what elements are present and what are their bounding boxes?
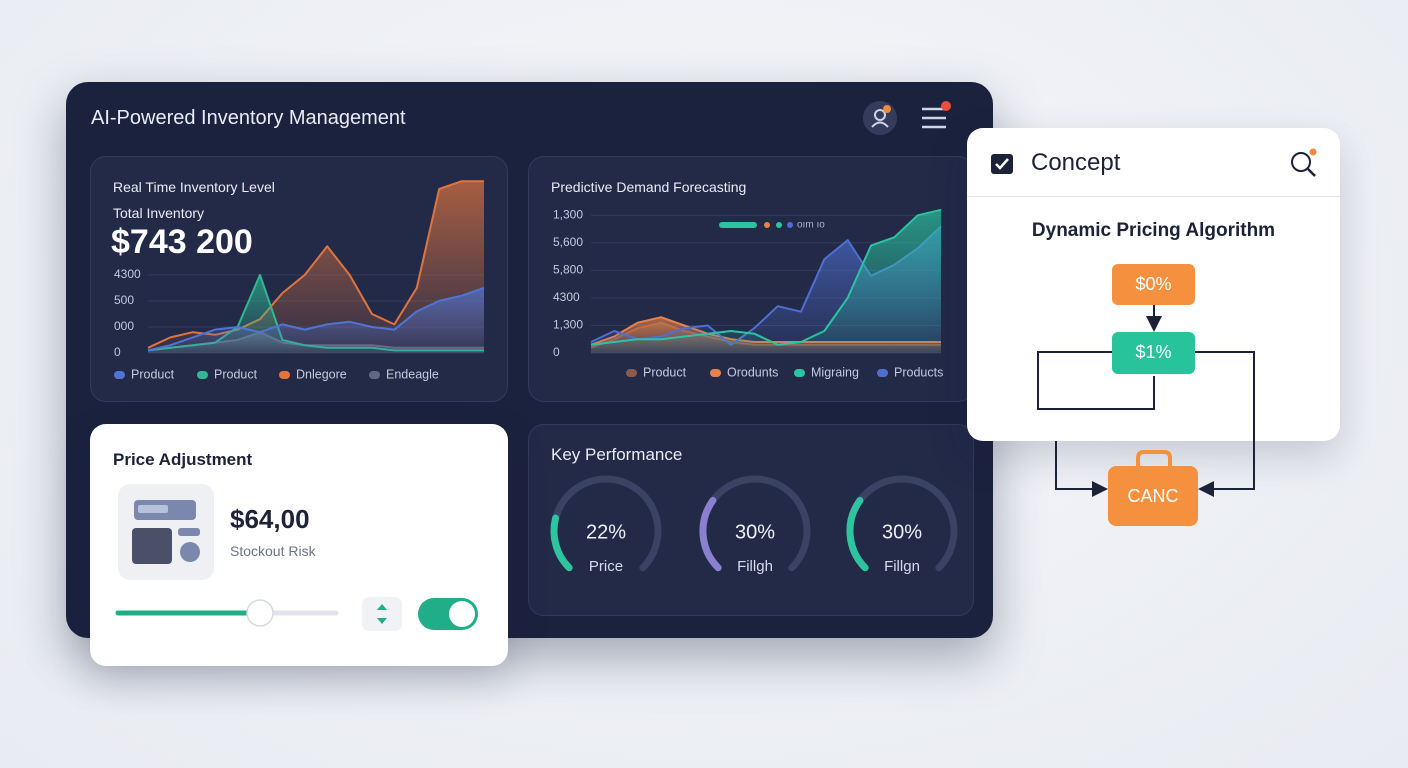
- flow-heading: Dynamic Pricing Algorithm: [1031, 220, 1276, 241]
- legend-swatch: [279, 371, 290, 379]
- annotation-dot: [787, 222, 793, 228]
- annotation-dot: [764, 222, 770, 228]
- y-tick-label: 4300: [114, 267, 141, 281]
- annotation-dot: [776, 222, 782, 228]
- y-tick-label: 5,800: [553, 263, 583, 277]
- series-area: [148, 287, 484, 353]
- panel-title: Predictive Demand Forecasting: [551, 179, 747, 195]
- card-title: Price Adjustment: [113, 450, 253, 469]
- app-title: AI-Powered Inventory Management: [91, 107, 406, 129]
- legend-swatch: [794, 369, 805, 377]
- gauge-caption: Fillgn: [884, 558, 920, 575]
- gauge-value: 22%: [586, 521, 626, 543]
- legend-label: Endeagle: [386, 367, 439, 381]
- bag-handle: [1136, 450, 1172, 468]
- y-tick-label: 1,300: [553, 318, 583, 332]
- y-tick-label: 1,300: [553, 207, 583, 221]
- flow-node: [1108, 466, 1198, 526]
- concept-card: Concept Dynamic Pricing Algorithm: [967, 128, 1340, 441]
- card-title: Concept: [1031, 149, 1121, 176]
- legend-swatch: [114, 371, 125, 379]
- avatar-icon: [871, 121, 889, 128]
- header-icons: [863, 101, 951, 135]
- price-card: Price Adjustment $64,00 Stockout Risk: [90, 424, 508, 666]
- kpi-label: Total Inventory: [113, 205, 205, 221]
- legend-label: Orodunts: [727, 365, 778, 379]
- kpi-value: $743 200: [111, 223, 253, 261]
- annotation: oım ıo: [797, 220, 825, 231]
- gauge-value: 30%: [735, 521, 775, 543]
- avatar-button[interactable]: [863, 101, 897, 135]
- panel-title: Key Performance: [551, 445, 683, 464]
- adjust-button[interactable]: [362, 597, 402, 631]
- series-line: [590, 208, 942, 346]
- y-tick-label: 0: [114, 345, 121, 359]
- gauge-fill: [550, 514, 573, 572]
- legend-label: Dnlegore: [296, 367, 347, 381]
- legend-swatch: [710, 369, 721, 377]
- y-tick-label: 0: [553, 345, 560, 359]
- legend-swatch: [197, 371, 208, 379]
- search-button[interactable]: [1287, 146, 1323, 182]
- node-label: CANC: [1127, 486, 1178, 506]
- series-area: [591, 209, 941, 353]
- divider: [967, 196, 1340, 197]
- gauge-value: 30%: [882, 521, 922, 543]
- gauge-fill: [846, 496, 869, 572]
- legend-label: Product: [214, 367, 258, 381]
- concept-icon: [991, 154, 1013, 174]
- y-tick-label: 000: [114, 319, 134, 333]
- notification-badge: [941, 101, 951, 111]
- gauge-caption: Price: [589, 558, 623, 575]
- gauge-fill: [699, 496, 722, 572]
- menu-button[interactable]: [922, 107, 946, 129]
- y-tick-label: 500: [114, 293, 134, 307]
- y-tick-label: 4300: [553, 290, 580, 304]
- product-image: [118, 484, 214, 580]
- y-tick-label: 5,600: [553, 235, 583, 249]
- legend-label: Product: [643, 365, 687, 379]
- performance-panel: Key Performance 22% Price 30% Fillgh 30% Fill…: [528, 424, 974, 616]
- legend-label: Product: [131, 367, 175, 381]
- inventory-panel: Real Time Inventory Level Total Inventor…: [90, 156, 508, 402]
- price-caption: Stockout Risk: [230, 543, 316, 559]
- series-line: [147, 286, 485, 352]
- toggle-knob: [449, 601, 475, 627]
- annotation-pill: [719, 222, 757, 228]
- forecast-panel: Predictive Demand Forecasting oım ıo 0 1,…: [528, 156, 974, 402]
- status-dot: [883, 105, 891, 113]
- series-area: [148, 181, 484, 353]
- gauges: 22% Price 30% Fillgh 30% Fillgn: [550, 475, 958, 575]
- legend-label: Products: [894, 365, 943, 379]
- slider-knob[interactable]: [246, 599, 274, 627]
- legend-swatch: [369, 371, 380, 379]
- legend-label: Migraing: [811, 365, 859, 379]
- controls: [115, 597, 478, 631]
- avatar-icon: [874, 109, 886, 121]
- legend-swatch: [626, 369, 637, 377]
- legend-swatch: [877, 369, 888, 377]
- adjust-icon: [377, 604, 387, 624]
- forecast-chart: oım ıo 0 1,300 4300 5,800 5,600 1,300 Product O…: [553, 207, 943, 379]
- panel-title: Real Time Inventory Level: [113, 179, 275, 195]
- price: $64,00: [230, 504, 310, 534]
- gauge-caption: Fillgh: [737, 558, 773, 575]
